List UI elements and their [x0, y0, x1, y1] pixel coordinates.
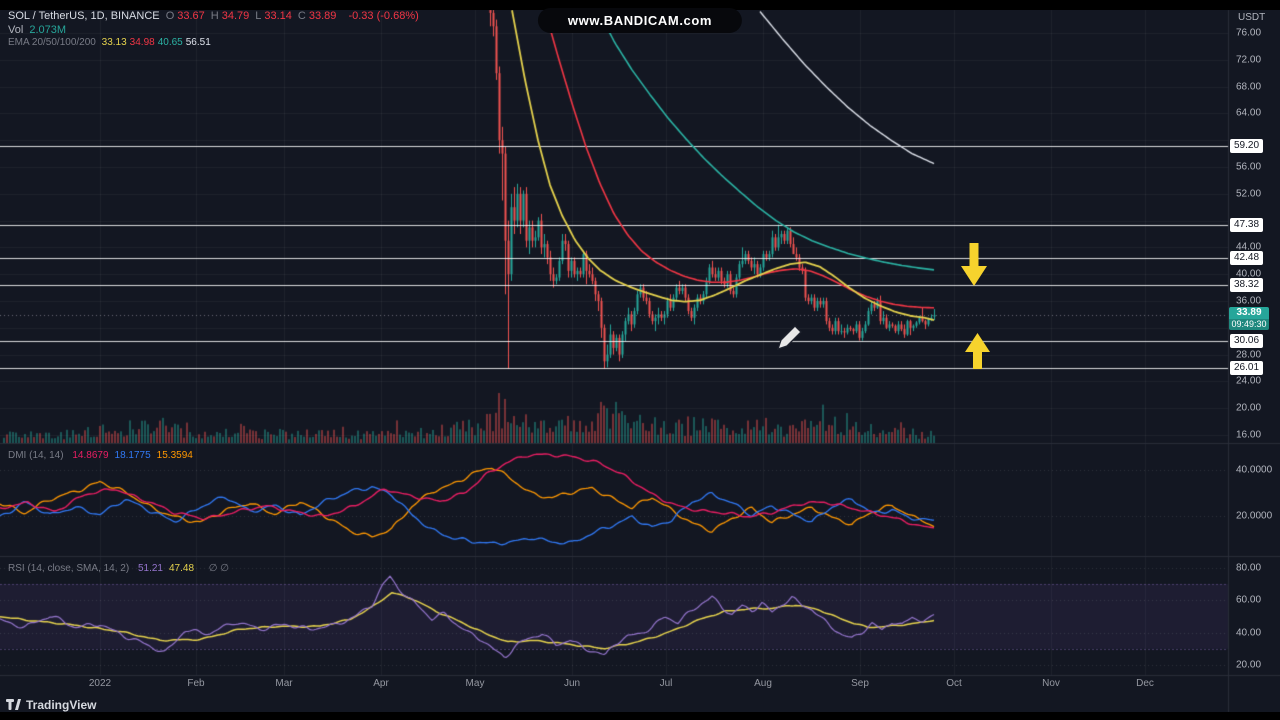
ohlc-item: H 34.79: [211, 10, 252, 22]
time-tick-label: 2022: [88, 678, 112, 689]
time-tick-label: Aug: [754, 678, 772, 689]
rsi-value: 47.48: [168, 563, 195, 574]
ohlc-key: O: [165, 10, 175, 22]
dmi-tick-label: 20.0000: [1236, 510, 1273, 522]
price-scale[interactable]: 76.00 72.00 68.00 64.00 56.00 52.00 44.00 40.00…: [1228, 0, 1280, 712]
rsi-tick-label: 20.00: [1236, 659, 1262, 671]
level-price-label: 59.20: [1230, 138, 1264, 153]
price-tick-label: 44.00: [1236, 241, 1262, 253]
time-tick-label: Dec: [1136, 678, 1154, 689]
ohlc-value: 33.14: [264, 10, 292, 22]
time-tick-label: Jun: [563, 678, 581, 689]
ohlc-item: L 33.14: [255, 10, 295, 22]
rsi-legend-row[interactable]: RSI (14, close, SMA, 14, 2) 51.21 47.48 ∅…: [8, 563, 235, 574]
symbol-title: SOL / TetherUS, 1D, BINANCE: [8, 10, 160, 22]
volume-legend-row[interactable]: Vol 2.073M: [8, 24, 69, 36]
top-black-bar: [0, 0, 1280, 10]
dmi-value: 18.1775: [114, 450, 151, 461]
price-tick-label: 40.00: [1236, 268, 1262, 280]
volume-value: 2.073M: [29, 24, 67, 36]
bar-countdown: 09:49:30: [1229, 319, 1269, 331]
time-tick-label: Sep: [851, 678, 869, 689]
price-change: -0.33 (-0.68%): [348, 10, 419, 22]
level-price-label: 30.06: [1230, 333, 1264, 348]
time-tick-label: Jul: [659, 678, 673, 689]
time-tick-label: Oct: [946, 678, 962, 689]
ema-value: 34.98: [129, 37, 155, 48]
currency-label[interactable]: USDT: [1238, 12, 1266, 23]
volume-label: Vol: [8, 24, 24, 36]
dmi-value: 15.3594: [156, 450, 193, 461]
time-scale[interactable]: 2022 Feb Mar Apr May Jun Jul Aug Sep Oct Nov Dec: [0, 678, 1228, 692]
price-tick-label: 76.00: [1236, 27, 1262, 39]
rsi-value: 51.21: [137, 563, 163, 574]
price-tick-label: 24.00: [1236, 375, 1262, 387]
ohlc-key: H: [210, 10, 219, 22]
ohlc-value: 33.89: [308, 10, 337, 22]
ema-label: EMA 20/50/100/200: [8, 37, 96, 48]
dmi-label: DMI (14, 14): [8, 450, 64, 461]
symbol-legend-row[interactable]: SOL / TetherUS, 1D, BINANCE O 33.67 H 34.79…: [8, 10, 422, 22]
rsi-tick-label: 80.00: [1236, 562, 1262, 574]
time-tick-label: May: [465, 678, 485, 689]
ema-value: 33.13: [101, 37, 127, 48]
level-price-label: 26.01: [1230, 360, 1264, 375]
ema-value: 56.51: [185, 37, 211, 48]
rsi-tick-label: 60.00: [1236, 594, 1262, 606]
ema-value: 40.65: [157, 37, 183, 48]
dmi-tick-label: 40.0000: [1236, 464, 1273, 476]
price-tick-label: 52.00: [1236, 188, 1262, 200]
ohlc-key: L: [255, 10, 262, 22]
price-tick-label: 64.00: [1236, 107, 1262, 119]
tradingview-wordmark: TradingView: [26, 698, 97, 712]
price-tick-label: 36.00: [1236, 295, 1262, 307]
ema-values: 33.13 34.98 40.65 56.51: [102, 37, 214, 48]
price-tick-label: 28.00: [1236, 349, 1262, 361]
time-tick-label: Mar: [275, 678, 293, 689]
price-tick-label: 72.00: [1236, 54, 1262, 66]
level-price-label: 42.48: [1230, 250, 1264, 265]
time-tick-label: Feb: [187, 678, 205, 689]
price-tick-label: 20.00: [1236, 402, 1262, 414]
ohlc-item: C 33.89: [298, 10, 339, 22]
bottom-black-bar: [0, 712, 1280, 720]
last-price-value: 33.89: [1236, 307, 1262, 319]
time-tick-label: Apr: [373, 678, 389, 689]
rsi-empty-bands: ∅ ∅: [208, 563, 229, 574]
time-tick-label: Nov: [1042, 678, 1060, 689]
ohlc-value: 33.67: [177, 10, 205, 22]
price-tick-label: 16.00: [1236, 429, 1262, 441]
last-price-badge: 33.89 09:49:30: [1229, 307, 1269, 331]
level-price-label: 47.38: [1230, 217, 1264, 232]
price-tick-label: 56.00: [1236, 161, 1262, 173]
tradingview-logo[interactable]: TradingView: [6, 698, 96, 712]
ema-legend-row[interactable]: EMA 20/50/100/200 33.13 34.98 40.65 56.51: [8, 37, 217, 48]
rsi-values: 51.21 47.48: [138, 563, 200, 574]
ohlc-value: 34.79: [221, 10, 250, 22]
tradingview-icon: [6, 699, 21, 710]
ohlc-item: O 33.67: [166, 10, 208, 22]
price-tick-label: 68.00: [1236, 81, 1262, 93]
rsi-label: RSI (14, close, SMA, 14, 2): [8, 563, 130, 574]
ohlc-key: C: [297, 10, 306, 22]
bandicam-watermark: www.BANDICAM.com: [537, 8, 743, 33]
dmi-legend-row[interactable]: DMI (14, 14) 14.8679 18.1775 15.3594: [8, 450, 205, 461]
rsi-tick-label: 40.00: [1236, 627, 1262, 639]
dmi-values: 14.8679 18.1775 15.3594: [72, 450, 198, 461]
level-price-label: 38.32: [1230, 278, 1264, 293]
dmi-value: 14.8679: [72, 450, 109, 461]
ohlc-values: O 33.67 H 34.79 L 33.14 C 33.89: [166, 10, 343, 22]
